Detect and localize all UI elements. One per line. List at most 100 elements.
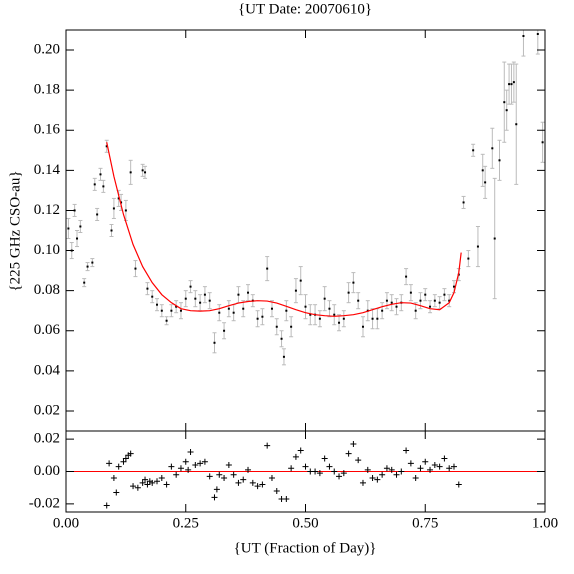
point: [266, 267, 269, 270]
point: [175, 305, 178, 308]
point: [120, 458, 127, 465]
point: [369, 474, 376, 481]
point: [144, 171, 147, 174]
y-tick-label: 0.06: [34, 322, 61, 338]
point: [154, 478, 161, 485]
point: [115, 463, 122, 470]
point: [192, 462, 199, 469]
point: [398, 468, 405, 475]
plot-area: [66, 440, 545, 509]
point: [242, 307, 245, 310]
point: [498, 159, 501, 162]
point: [342, 317, 345, 320]
point: [106, 460, 113, 467]
point: [141, 169, 144, 172]
point: [481, 169, 484, 172]
point: [359, 479, 366, 486]
point: [275, 325, 278, 328]
point: [388, 466, 395, 473]
point: [122, 455, 129, 462]
x-tick-label: 0.00: [53, 515, 79, 531]
point: [208, 299, 211, 302]
point: [221, 474, 228, 481]
point: [96, 213, 99, 216]
point: [134, 267, 137, 270]
x-tick-label: 0.75: [412, 515, 438, 531]
point: [235, 479, 242, 486]
point: [333, 313, 336, 316]
point: [355, 457, 362, 464]
y-tick-label: 0.00: [34, 463, 60, 479]
point: [156, 303, 159, 306]
point: [273, 487, 280, 494]
point: [146, 287, 149, 290]
point: [450, 463, 457, 470]
point: [452, 285, 455, 288]
point: [476, 245, 479, 248]
point: [374, 476, 381, 483]
point: [326, 463, 333, 470]
point: [347, 291, 350, 294]
point: [245, 466, 252, 473]
point: [376, 317, 379, 320]
point: [165, 319, 168, 322]
point: [405, 275, 408, 278]
point: [462, 201, 465, 204]
y-tick-label: 0.14: [34, 162, 61, 178]
point: [323, 297, 326, 300]
point: [536, 33, 539, 36]
point: [194, 297, 197, 300]
point: [103, 502, 110, 509]
point: [254, 483, 261, 490]
point: [379, 471, 386, 478]
point: [493, 237, 496, 240]
point: [120, 201, 123, 204]
point: [541, 141, 544, 144]
point: [336, 473, 343, 480]
point: [249, 479, 256, 486]
frame: [65, 29, 546, 432]
point: [294, 289, 297, 292]
point: [113, 489, 120, 496]
point: [427, 466, 434, 473]
point: [230, 471, 237, 478]
point: [216, 471, 223, 478]
point: [151, 295, 154, 298]
point: [419, 299, 422, 302]
point: [232, 311, 235, 314]
point: [206, 473, 213, 480]
plot-area: [66, 30, 545, 366]
point: [197, 460, 204, 467]
point: [448, 299, 451, 302]
point: [218, 311, 221, 314]
point: [201, 458, 208, 465]
point: [76, 237, 79, 240]
point: [127, 450, 134, 457]
point: [512, 81, 515, 84]
point: [283, 496, 290, 503]
point: [182, 458, 189, 465]
point: [110, 229, 113, 232]
point: [340, 470, 347, 477]
point: [290, 325, 293, 328]
point: [309, 313, 312, 316]
point: [149, 479, 156, 486]
y-tick-label: 0.18: [34, 82, 60, 98]
chart-title: {UT Date: 20070610}: [238, 1, 372, 17]
point: [280, 337, 283, 340]
point: [390, 301, 393, 304]
x-tick-label: 0.50: [292, 515, 318, 531]
point: [443, 293, 446, 296]
point: [424, 293, 427, 296]
y-tick-label: 0.02: [34, 431, 60, 447]
point: [173, 471, 180, 478]
point: [422, 458, 429, 465]
point: [357, 299, 360, 302]
point: [102, 185, 105, 188]
point: [364, 466, 371, 473]
point: [417, 465, 424, 472]
point: [431, 462, 438, 469]
point: [414, 309, 417, 312]
point: [446, 465, 453, 472]
